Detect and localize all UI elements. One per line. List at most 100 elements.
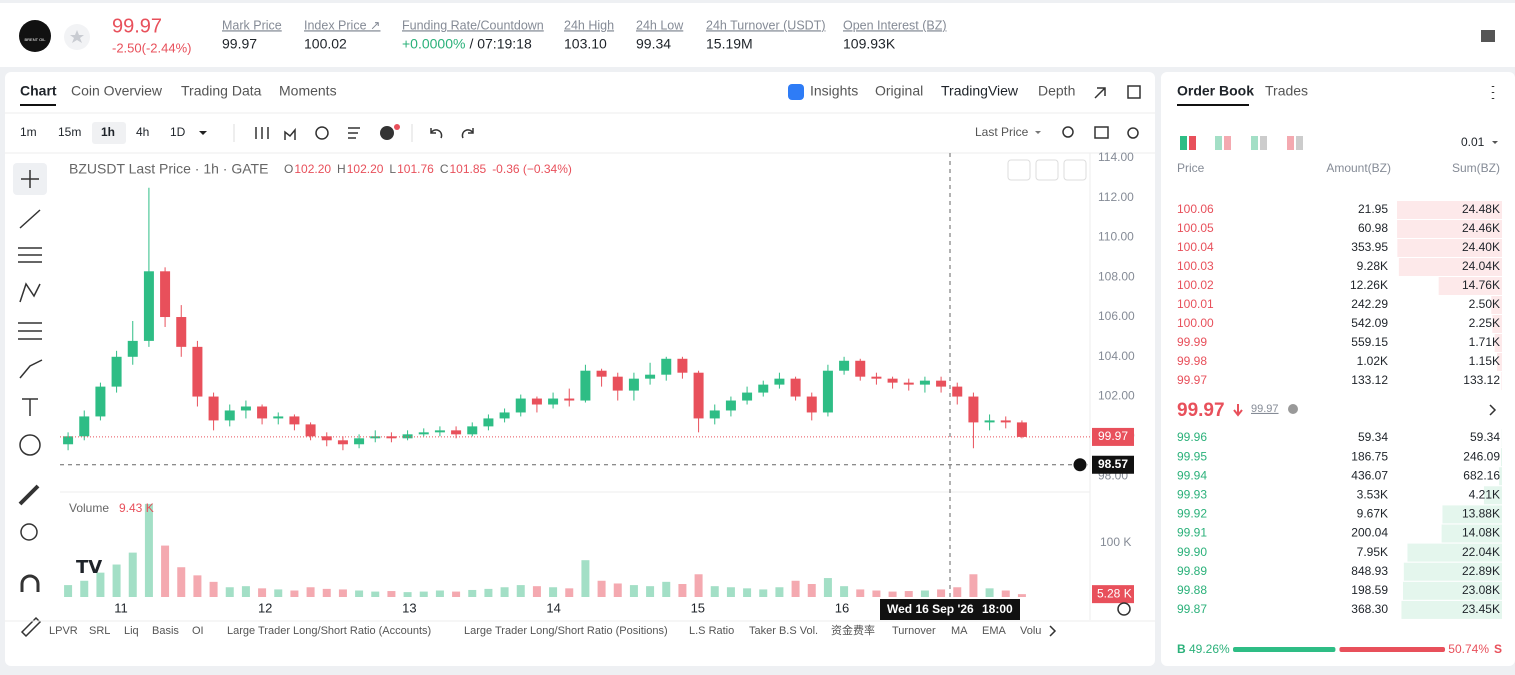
candle-body [888,379,898,383]
layout-both[interactable] [1180,136,1187,150]
candle-body [79,416,89,436]
volume-bar [161,546,169,597]
ob-price: 99.97 [1177,373,1207,387]
ob-tab[interactable]: Order Book [1177,83,1254,99]
indicator-tab[interactable]: Volu [1020,625,1041,637]
indicator-tab[interactable]: EMA [982,625,1007,637]
indicator-tab[interactable]: Large Trader Long/Short Ratio (Positions… [464,625,668,637]
price-source[interactable]: Last Price [975,125,1029,139]
ob-amount: 200.04 [1351,526,1388,540]
view-tab[interactable]: Depth [1038,83,1075,99]
layout-bids[interactable] [1215,136,1222,150]
buy-letter: B [1177,642,1186,656]
candle-body [451,430,461,434]
indicator-tab[interactable]: MA [951,625,968,637]
interval[interactable]: 15m [58,125,81,139]
volume-bar [921,591,929,597]
ob-sum: 24.48K [1462,202,1500,216]
layout-asks[interactable] [1251,136,1258,150]
ob-amount: 7.95K [1357,545,1388,559]
indicator-tab[interactable]: L.S Ratio [689,625,734,637]
indicator-tab[interactable]: Liq [124,625,139,637]
ohlc-value: 101.76 [397,162,434,176]
x-tick-label: 15 [691,600,705,615]
view-tab[interactable]: TradingView [941,83,1019,99]
volume-bar [614,583,622,597]
candle-body [483,418,493,426]
volume-bar [565,588,573,597]
tab[interactable]: Moments [279,83,337,99]
candle-body [516,399,526,413]
indicator-tab[interactable]: Turnover [892,625,936,637]
add-alert[interactable] [1073,458,1087,472]
volume-bar [258,588,266,597]
ob-amount: 9.67K [1357,507,1388,521]
add-icon[interactable] [380,126,394,140]
volume-bar [792,581,800,597]
indicator-tab[interactable]: 资金费率 [831,623,875,637]
ob-price: 99.99 [1177,335,1207,349]
candle-body [289,416,299,424]
candle-body [419,432,429,434]
ob-amount: 133.12 [1351,373,1388,387]
notes-icon[interactable] [1481,30,1495,42]
ob-price: 99.96 [1177,430,1207,444]
candle-body [1001,420,1011,422]
candle-body [144,271,154,341]
interval[interactable]: 1m [20,125,37,139]
volume-bar [290,591,298,597]
candle-body [225,410,235,420]
ob-amount: 559.15 [1351,335,1388,349]
volume-bar [387,591,395,597]
collapse-button[interactable] [1036,160,1058,180]
sell-bar [1339,647,1445,652]
crosshair-time: Wed 16 Sep '26 [887,602,974,616]
interval[interactable]: 1D [170,125,186,139]
indicator-tab[interactable]: Large Trader Long/Short Ratio (Accounts) [227,625,431,637]
ob-amount: 436.07 [1351,468,1388,482]
volume-bar [517,585,525,597]
view-tab[interactable]: Insights [810,83,858,99]
tab[interactable]: Chart [20,83,57,99]
candle-body [273,416,283,418]
interval[interactable]: 1h [101,125,115,139]
indicator-tab[interactable]: OI [192,625,204,637]
indicator-tab[interactable]: SRL [89,625,110,637]
ob-price: 99.98 [1177,354,1207,368]
candle-body [758,385,768,393]
stat-label: Funding Rate/Countdown [402,18,544,32]
maximize-button[interactable] [1064,160,1086,180]
indicator-tab[interactable]: Basis [152,625,179,637]
volume-bar [210,582,218,597]
tv-logo: 𝗧𝗩 [76,557,102,577]
volume-bar [468,590,476,597]
candle-body [1017,422,1027,437]
ob-amount: 21.95 [1358,202,1388,216]
candle-body [645,375,655,379]
interval[interactable]: 4h [136,125,149,139]
candle-body [467,426,477,434]
layout-alt[interactable] [1287,136,1294,150]
precision[interactable]: 0.01 [1461,135,1485,149]
candle-body [209,397,219,421]
ob-price: 99.91 [1177,526,1207,540]
indicator-tab[interactable]: Taker B.S Vol. [749,625,818,637]
indicator-tab[interactable]: LPVR [49,625,78,637]
legend-title: BZUSDT Last Price · 1h · GATE [69,161,268,177]
tab[interactable]: Trading Data [181,83,262,99]
volume-bar [452,592,460,597]
scroll-button[interactable] [1008,160,1030,180]
volume-bar [420,592,428,597]
ob-tab[interactable]: Trades [1265,83,1308,99]
ob-header: Sum(BZ) [1452,161,1500,175]
volume-bar [193,575,201,597]
volume-bar [113,565,121,597]
tab[interactable]: Coin Overview [71,83,163,99]
candle-body [742,393,752,401]
view-tab[interactable]: Original [875,83,923,99]
volume-bar [1018,594,1026,597]
y-tick-label: 108.00 [1098,269,1135,283]
volume-bar [969,574,977,597]
ob-amount: 848.93 [1351,564,1388,578]
candle-body [904,383,914,385]
